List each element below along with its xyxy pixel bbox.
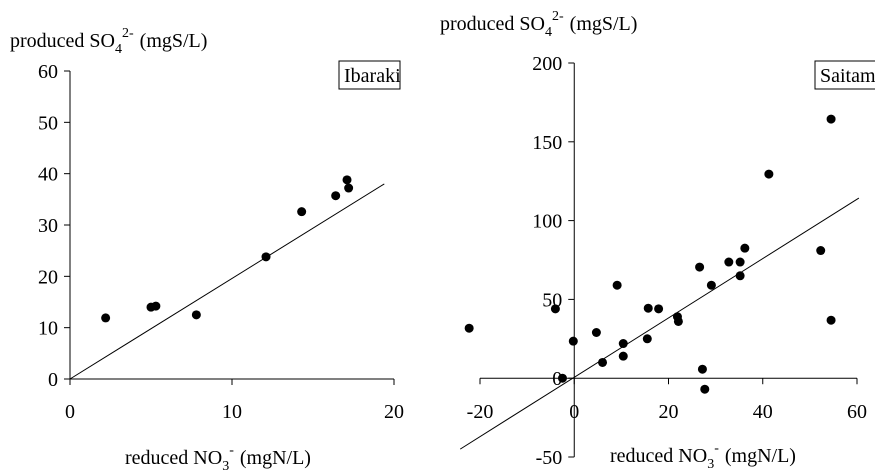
y-tick-label: -50 [536, 447, 563, 469]
point [342, 175, 352, 185]
point [331, 191, 341, 201]
x-axis-title-sup: - [229, 443, 234, 458]
legend-label: Saitama [820, 65, 875, 87]
x-axis-title-sup: - [714, 441, 719, 456]
point [642, 334, 652, 344]
point [673, 316, 683, 326]
y-axis-title: produced SO42- (mgS/L) [440, 9, 637, 40]
legend-box [814, 60, 875, 90]
point [297, 207, 307, 217]
y-tick-label: 20 [38, 266, 58, 288]
x-axis-title-text: reduced NO [610, 445, 707, 467]
y-axis-title-unit: (mgS/L) [140, 30, 208, 52]
point [735, 271, 745, 281]
y-tick-label: 30 [38, 215, 58, 237]
y-tick-label: 40 [38, 164, 58, 186]
point [550, 304, 560, 314]
y-tick-label: 50 [38, 112, 58, 134]
x-axis-title: reduced NO3- (mgN/L) [125, 443, 311, 472]
legend-box [338, 60, 401, 90]
point [261, 252, 271, 262]
y-tick-label: 10 [38, 318, 58, 340]
point [568, 336, 578, 346]
x-tick-label: 0 [65, 401, 75, 423]
x-axis-title-unit: (mgN/L) [725, 445, 796, 467]
point [695, 262, 705, 272]
point [191, 310, 201, 320]
point [618, 351, 628, 361]
point [706, 280, 716, 290]
point [740, 243, 750, 253]
y-tick-label: 60 [38, 61, 58, 83]
point [598, 357, 608, 367]
point [654, 304, 664, 314]
point [700, 384, 710, 394]
y-axis-title-sub: 4 [545, 25, 552, 40]
y-axis-title-sup: 2- [552, 9, 564, 24]
y-tick-label: 0 [552, 368, 562, 390]
point [591, 327, 601, 337]
x-tick-label: -20 [467, 401, 494, 423]
point [764, 169, 774, 179]
point [464, 323, 474, 333]
y-tick-label: 150 [532, 132, 562, 154]
y-axis-title-sup: 2- [122, 26, 134, 41]
legend-label: Ibaraki [344, 65, 401, 87]
x-axis-title-text: reduced NO [125, 447, 222, 469]
point [816, 246, 826, 256]
fit-line [459, 197, 860, 450]
y-axis-title-sub: 4 [115, 42, 122, 57]
x-axis-title: reduced NO3- (mgN/L) [610, 441, 796, 472]
x-tick-label: 20 [659, 401, 679, 423]
y-axis-title-text: produced SO [10, 30, 115, 52]
point [557, 373, 567, 383]
point [101, 313, 111, 323]
point [344, 183, 354, 193]
y-tick-label: 0 [48, 369, 58, 391]
x-tick-label: 60 [847, 401, 867, 423]
x-axis-title-sub: 3 [707, 457, 714, 472]
point [826, 114, 836, 124]
y-tick-label: 100 [532, 211, 562, 233]
point [643, 303, 653, 313]
point [612, 280, 622, 290]
x-axis-title-unit: (mgN/L) [240, 447, 311, 469]
point [724, 257, 734, 267]
point [826, 315, 836, 325]
point [735, 257, 745, 267]
point [151, 301, 161, 311]
x-axis-title-sub: 3 [222, 459, 229, 472]
point [618, 339, 628, 349]
x-tick-label: 0 [569, 401, 579, 423]
x-tick-label: 10 [222, 401, 242, 423]
fit-line [69, 183, 385, 380]
y-axis-title: produced SO42- (mgS/L) [10, 26, 207, 57]
y-axis-title-unit: (mgS/L) [570, 13, 638, 35]
x-tick-label: 40 [753, 401, 773, 423]
y-tick-label: 200 [532, 53, 562, 75]
x-tick-label: 20 [384, 401, 404, 423]
point [697, 364, 707, 374]
y-axis-title-text: produced SO [440, 13, 545, 35]
